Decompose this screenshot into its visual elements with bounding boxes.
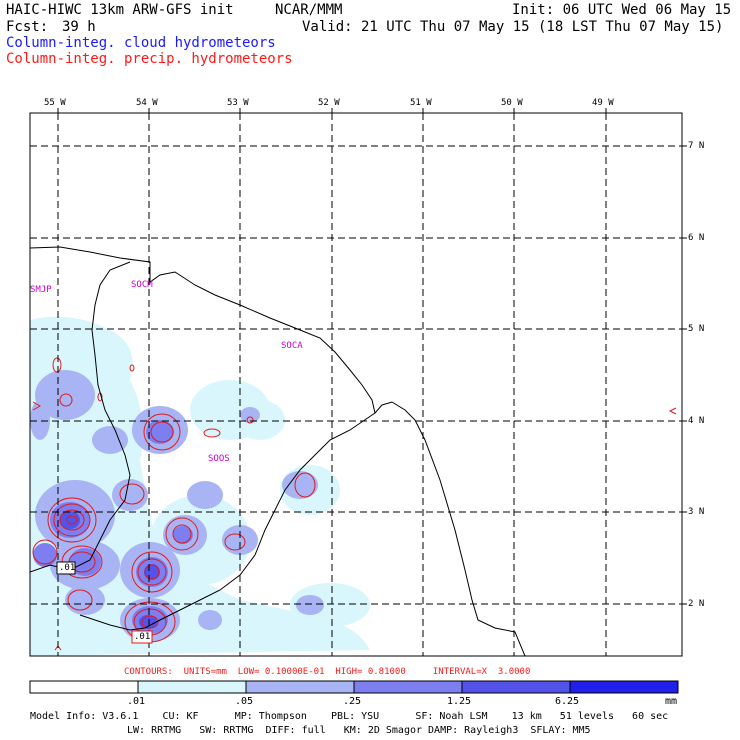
colorbar-label: 1.25: [447, 696, 472, 707]
forecast-label: Fcst:: [6, 19, 49, 35]
lon-label: 55 W: [44, 98, 66, 108]
contour-value-label: .01: [59, 563, 76, 573]
init-time: Init: 06 UTC Wed 06 May 15: [512, 2, 732, 18]
lon-label: 53 W: [227, 98, 249, 108]
colorbar-unit: mm: [665, 696, 678, 707]
valid-time: Valid: 21 UTC Thu 07 May 15 (18 LST Thu …: [302, 19, 724, 35]
lat-label: 3 N: [688, 507, 705, 517]
station-label: SOOS: [208, 454, 230, 464]
model-info-line1: Model Info: V3.6.1 CU: KF MP: Thompson P…: [30, 711, 669, 722]
forecast-hours: 39 h: [62, 19, 96, 35]
contour-info: CONTOURS: UNITS=mm LOW= 0.10000E-01 HIGH…: [124, 667, 531, 677]
station-label: SMJP: [30, 285, 52, 295]
station-label: SOCM: [131, 280, 153, 290]
colorbar: [29, 680, 679, 694]
lon-label: 49 W: [592, 98, 614, 108]
model-info-line2: LW: RRTMG SW: RRTMG DIFF: full KM: 2D Sm…: [127, 725, 591, 736]
colorbar-label: .05: [235, 696, 254, 707]
lon-label: 54 W: [136, 98, 158, 108]
lat-label: 7 N: [688, 141, 705, 151]
map-border: [29, 112, 683, 657]
station-label: SOCA: [281, 341, 303, 351]
lon-label: 52 W: [318, 98, 340, 108]
coastline: [30, 246, 526, 656]
field-precip-label: Column-integ. precip. hydrometeors: [6, 51, 293, 67]
organization: NCAR/MMM: [275, 2, 343, 18]
lat-label: 6 N: [688, 233, 705, 243]
lon-label: 50 W: [501, 98, 523, 108]
lat-label: 2 N: [688, 599, 705, 609]
contour-value-label: .01: [134, 632, 151, 642]
contour-label-box: [56, 561, 76, 575]
colorbar-label: .01: [127, 696, 146, 707]
product-title: HAIC-HIWC 13km ARW-GFS init: [6, 2, 234, 18]
colorbar-label: .25: [343, 696, 362, 707]
field-cloud-label: Column-integ. cloud hydrometeors: [6, 35, 276, 51]
colorbar-label: 6.25: [555, 696, 580, 707]
contour-label-box: [131, 630, 153, 644]
lat-label: 4 N: [688, 416, 705, 426]
axis-ticks: [57, 108, 687, 605]
lat-label: 5 N: [688, 324, 705, 334]
lon-label: 51 W: [410, 98, 432, 108]
cloud-shading: [30, 316, 677, 656]
